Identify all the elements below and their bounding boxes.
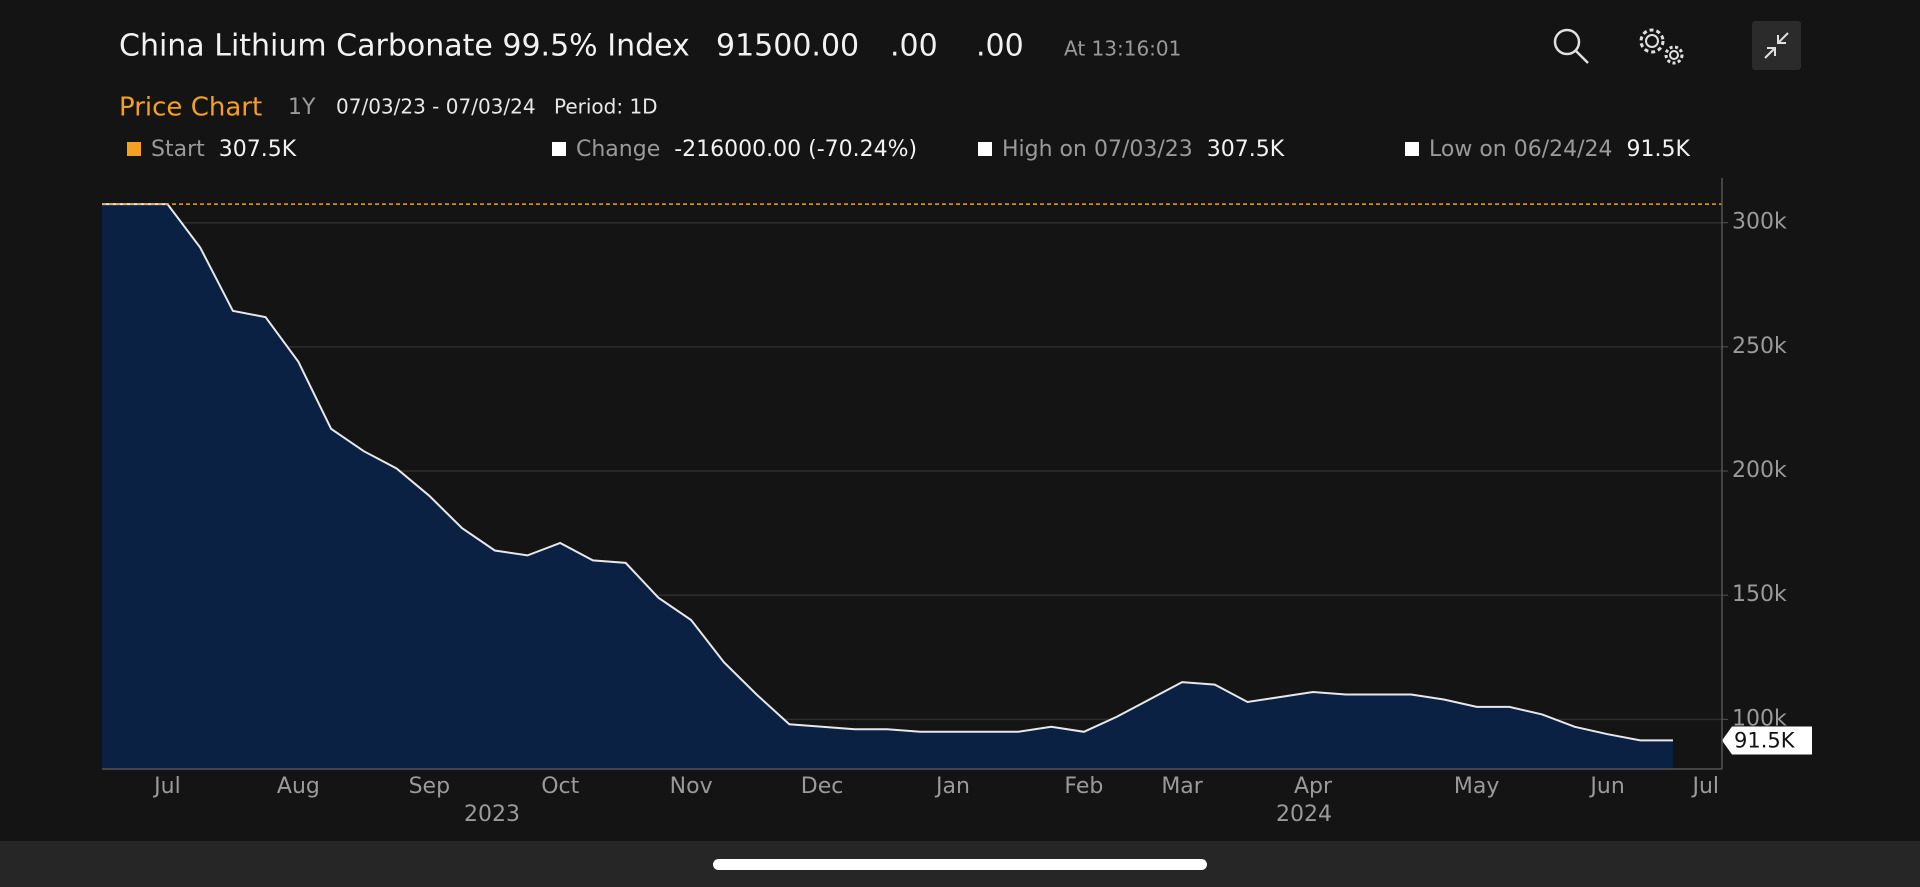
y-tick-label: 200k — [1732, 458, 1787, 483]
legend-marker — [1405, 142, 1419, 156]
period[interactable]: Period: 1D — [554, 95, 658, 119]
summary-value: 307.5K — [219, 137, 297, 162]
last-value-tag — [1722, 726, 1812, 755]
summary-label: Start — [151, 137, 205, 162]
time: At 13:16:01 — [1064, 37, 1181, 61]
last-value-label: 91.5K — [1734, 728, 1796, 752]
legend-marker — [978, 142, 992, 156]
collapse-icon — [1764, 32, 1789, 59]
x-tick-label: Nov — [670, 774, 713, 799]
year-label: 2023 — [464, 802, 520, 827]
y-tick-label: 250k — [1732, 334, 1787, 359]
summary-value: 91.5K — [1627, 137, 1691, 162]
legend-marker — [552, 142, 566, 156]
dates[interactable]: 07/03/23 - 07/03/24 — [336, 95, 536, 119]
price: 91500.00 — [716, 29, 859, 64]
x-tick-label: Jul — [152, 774, 181, 799]
line — [102, 203, 1673, 742]
x-tick-label: Sep — [409, 774, 450, 799]
area — [102, 204, 1674, 770]
range[interactable]: 1Y — [288, 95, 316, 120]
x-tick-label: Mar — [1161, 774, 1203, 799]
home-indicator[interactable] — [713, 859, 1207, 870]
search-icon[interactable] — [1553, 28, 1589, 64]
year-label: 2024 — [1276, 802, 1332, 827]
y-tick-label: 300k — [1732, 210, 1787, 235]
x-tick-label: Aug — [277, 774, 320, 799]
summary-label: High on 07/03/23 — [1002, 137, 1193, 162]
x-tick-label: Jun — [1588, 774, 1624, 799]
x-tick-label: Jan — [934, 774, 970, 799]
x-tick-label: Jul — [1690, 774, 1719, 799]
change-pct: .00 — [976, 29, 1024, 64]
x-tick-label: May — [1454, 774, 1499, 799]
chart-label[interactable]: Price Chart — [119, 93, 262, 123]
title: China Lithium Carbonate 99.5% Index — [119, 29, 690, 64]
y-tick-label: 150k — [1732, 582, 1787, 607]
summary-label: Change — [576, 137, 660, 162]
x-tick-label: Apr — [1294, 774, 1333, 799]
change: .00 — [890, 29, 938, 64]
legend-marker — [127, 142, 141, 156]
x-tick-label: Feb — [1064, 774, 1103, 799]
summary-value: -216000.00 (-70.24%) — [674, 137, 917, 162]
settings-icon[interactable] — [1639, 28, 1684, 65]
collapse-button[interactable] — [1752, 21, 1801, 70]
x-tick-label: Dec — [801, 774, 844, 799]
x-tick-label: Oct — [541, 774, 579, 799]
summary-label: Low on 06/24/24 — [1429, 137, 1613, 162]
summary-value: 307.5K — [1207, 137, 1285, 162]
